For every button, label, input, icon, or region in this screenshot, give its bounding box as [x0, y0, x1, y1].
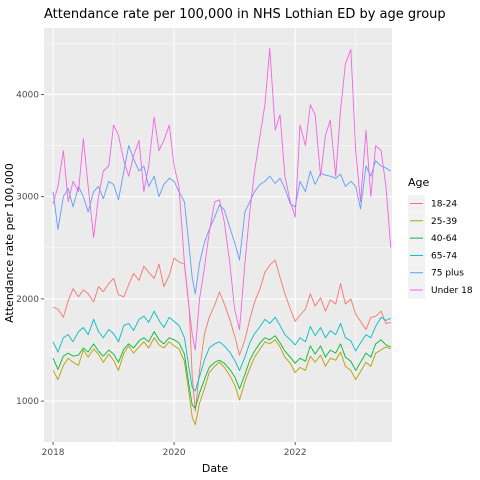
plot-panel — [44, 28, 392, 442]
chart-title: Attendance rate per 100,000 in NHS Lothi… — [44, 7, 446, 22]
legend-label-under-18: Under 18 — [431, 286, 473, 296]
legend: Age 18-24 25-39 40-64 65-74 75 plus Under 18 — [408, 176, 473, 299]
y-tick-label: 3000 — [16, 193, 39, 203]
y-axis-title: Attendance rate per 100,000 — [3, 163, 16, 323]
x-tick-label: 2020 — [163, 448, 186, 458]
legend-title: Age — [408, 176, 430, 189]
y-tick-label: 2000 — [16, 295, 39, 305]
legend-label-18-24: 18-24 — [431, 200, 457, 210]
x-axis-title: Date — [202, 462, 229, 475]
y-axis: 1000 2000 3000 4000 — [16, 90, 44, 407]
series-line-under-18 — [52, 47, 392, 351]
legend-label-25-39: 25-39 — [431, 217, 457, 227]
series-line-25-39 — [52, 337, 391, 426]
x-tick-label: 2022 — [284, 448, 307, 458]
x-tick-label: 2018 — [42, 448, 65, 458]
gridlines — [44, 28, 392, 442]
series-layer — [52, 47, 392, 426]
series-line-75-plus — [52, 145, 392, 295]
series-line-18-24 — [52, 257, 391, 412]
legend-label-65-74: 65-74 — [431, 251, 457, 261]
y-tick-label: 4000 — [16, 90, 39, 100]
series-line-65-74 — [52, 310, 391, 392]
legend-label-40-64: 40-64 — [431, 234, 457, 244]
y-tick-label: 1000 — [16, 397, 39, 407]
legend-label-75-plus: 75 plus — [431, 269, 464, 279]
x-axis: 2018 2020 2022 — [42, 442, 307, 458]
series-line-40-64 — [52, 331, 391, 409]
